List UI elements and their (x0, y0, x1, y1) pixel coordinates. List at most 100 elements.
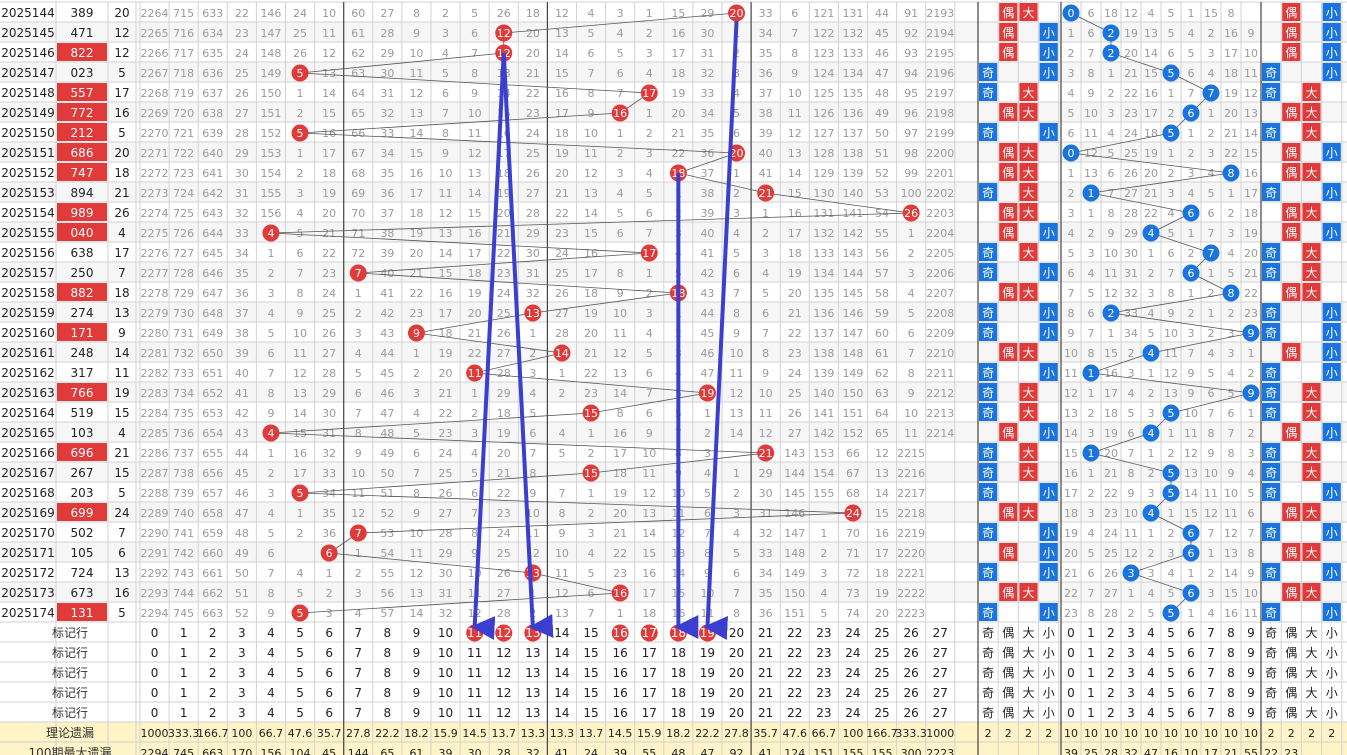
digit-big-small-label: 大 (1305, 466, 1317, 480)
marker-sum-label: 4 (267, 626, 275, 640)
digit-big-small-box (1302, 283, 1321, 301)
digit-ball-label: 1 (1088, 447, 1095, 460)
digit-omission: 1 (1068, 27, 1075, 40)
digit-omission: 3 (1088, 247, 1095, 260)
sum-omission: 19 (497, 427, 511, 440)
sum-omission: 19 (875, 587, 889, 600)
odd-even-box (979, 463, 998, 481)
sum-omission: 154 (813, 467, 834, 480)
sum-omission: 72 (846, 567, 860, 580)
sum-omission: 3 (733, 67, 740, 80)
sum-omission: 12 (351, 507, 365, 520)
issue-number: 2025150 (1, 126, 54, 140)
sum-omission: 14 (875, 487, 889, 500)
digit-omission: 1 (1108, 67, 1115, 80)
sum-omission: 1 (297, 147, 304, 160)
digit-big-small-label: 大 (1305, 266, 1317, 280)
digit-omission: 7 (1228, 427, 1235, 440)
sum-omission: 132 (842, 27, 863, 40)
marker-sum-label: 19 (700, 666, 715, 680)
sum-omission: 12 (584, 167, 598, 180)
digit-omission: 21 (1244, 267, 1258, 280)
sum-omission: 22 (439, 407, 453, 420)
sum-omission: 4 (762, 267, 769, 280)
odd-even-label: 偶 (1002, 546, 1014, 560)
sum-omission: 23 (497, 507, 511, 520)
marker-ball (611, 624, 629, 642)
sum-omission: 17 (439, 307, 453, 320)
sum-omission: 21 (468, 327, 482, 340)
sum-omission: 23 (555, 227, 569, 240)
digit-odd-even-box (1262, 303, 1281, 321)
sum-omission: 72 (351, 247, 365, 260)
sum-omission: 25 (293, 27, 307, 40)
marker-sum-label: 3 (238, 686, 246, 700)
stat-right-value: 47 (1144, 747, 1158, 755)
sum-omission: 11 (468, 127, 482, 140)
marker-sum-label: 17 (642, 626, 657, 640)
digit-omission: 4 (1208, 347, 1215, 360)
stat-value: 300 (901, 747, 922, 755)
sum-omission: 27 (497, 587, 511, 600)
draw-number: 105 (71, 546, 94, 560)
digit-omission: 7 (1208, 407, 1215, 420)
sum-omission: 2270 (141, 127, 169, 140)
sum-omission: 49 (875, 107, 889, 120)
sum-omission: 61 (875, 347, 889, 360)
digit-odd-even-label: 偶 (1285, 206, 1297, 220)
digit-omission: 24 (1124, 127, 1138, 140)
digit-omission: 9 (1188, 387, 1195, 400)
sum-omission: 39 (700, 207, 714, 220)
stat-right-value: 17 (1204, 747, 1218, 755)
sum-omission: 12 (788, 127, 802, 140)
marker-digit-label: 6 (1187, 626, 1195, 640)
sum-omission: 28 (497, 367, 511, 380)
digit-omission: 1 (1148, 447, 1155, 460)
sum-omission: 15 (584, 227, 598, 240)
sum-omission: 739 (173, 487, 194, 500)
sum-omission: 130 (813, 187, 834, 200)
digit-ball (1182, 584, 1200, 602)
sum-omission: 19 (439, 347, 453, 360)
marker-digit-label: 8 (1227, 646, 1235, 660)
stat-right-value: 2 (1268, 727, 1275, 740)
sum-omission: 6 (646, 407, 653, 420)
big-small-box (1019, 103, 1038, 121)
digit-ball (1242, 324, 1260, 342)
marker-sum-label: 17 (642, 686, 657, 700)
stat-value: 2223 (926, 747, 954, 755)
sum-omission: 27 (788, 427, 802, 440)
digit-odd-even-label: 偶 (1285, 26, 1297, 40)
digit-omission: 19 (1124, 27, 1138, 40)
sum-omission: 62 (875, 367, 889, 380)
sum-omission: 650 (202, 347, 223, 360)
sum-omission: 14 (730, 427, 744, 440)
marker-sum-label: 26 (904, 646, 919, 660)
sum-omission: 143 (842, 247, 863, 260)
big-small-box (1019, 203, 1038, 221)
digit-ball-label: 0 (1068, 7, 1075, 20)
issue-number: 2025154 (1, 206, 54, 220)
sum-omission: 148 (260, 47, 281, 60)
marker-sum-label: 3 (238, 646, 246, 660)
sum-omission: 642 (202, 187, 223, 200)
marker-ps-label: 小 (1043, 626, 1055, 640)
marker-sum-label: 9 (413, 646, 421, 660)
sum-value: 7 (118, 266, 126, 280)
digit-big-small-box (1322, 183, 1341, 201)
big-small-label: 大 (1022, 206, 1034, 220)
sum-omission: 2197 (926, 87, 954, 100)
digit-omission: 8 (1088, 347, 1095, 360)
sum-value: 20 (114, 146, 129, 160)
digit-big-small-label: 小 (1326, 306, 1338, 320)
digit-omission: 4 (1128, 387, 1135, 400)
sum-omission: 13 (788, 147, 802, 160)
sum-omission: 12 (468, 147, 482, 160)
sum-omission: 17 (584, 267, 598, 280)
draw-number-highlight (57, 283, 107, 301)
odd-even-label: 偶 (1002, 426, 1014, 440)
sum-omission: 745 (173, 607, 194, 620)
digit-omission: 15 (1144, 67, 1158, 80)
digit-omission: 5 (1148, 327, 1155, 340)
sum-value: 4 (118, 226, 126, 240)
